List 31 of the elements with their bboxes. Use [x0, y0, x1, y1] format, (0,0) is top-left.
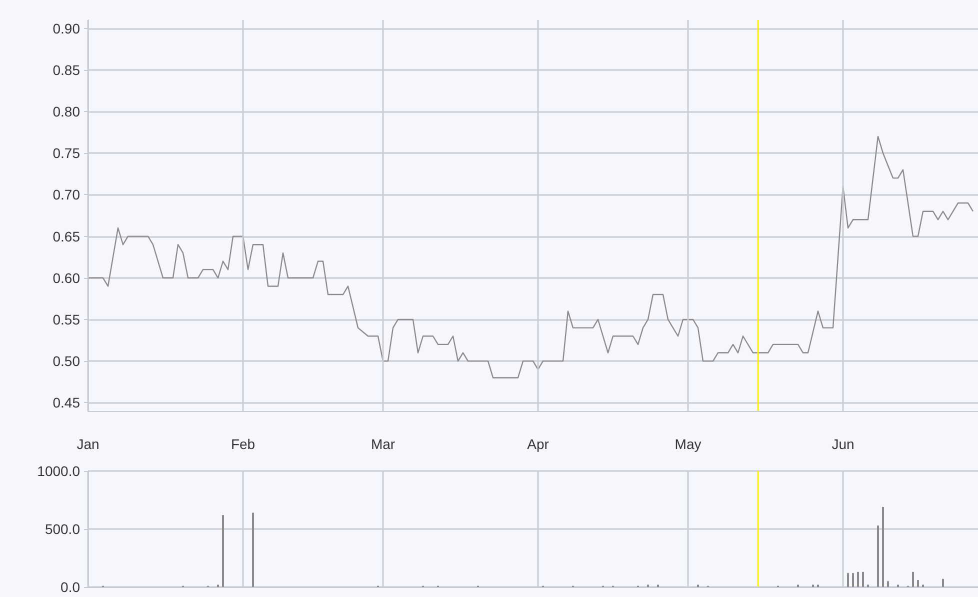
- x-tick-label: Feb: [230, 436, 256, 452]
- y-tick-label: 0.45: [52, 394, 80, 411]
- bar: [862, 572, 864, 587]
- y-tick-label: 0.70: [52, 186, 80, 203]
- bar: [857, 572, 859, 587]
- y-tick-label: 0.50: [52, 353, 80, 370]
- y-tick-label: 500.0: [44, 521, 80, 537]
- y-tick-label: 0.60: [52, 270, 80, 286]
- bar: [942, 578, 944, 587]
- x-tick-label: Jun: [832, 436, 854, 452]
- bar: [887, 581, 889, 587]
- x-tick-label: Jan: [76, 436, 100, 452]
- bar: [847, 573, 849, 587]
- y-tick-label: 0.0: [60, 579, 80, 595]
- bar: [882, 506, 884, 587]
- bar: [252, 512, 254, 587]
- y-tick-label: 0.65: [52, 228, 80, 244]
- y-tick-label: 0.90: [52, 20, 80, 36]
- bar: [912, 572, 914, 587]
- bar: [877, 526, 879, 587]
- x-tick-label: Mar: [370, 436, 396, 452]
- y-tick-label: 1000.0: [37, 463, 80, 479]
- y-tick-label: 0.75: [52, 145, 80, 162]
- y-tick-label: 0.85: [52, 62, 80, 78]
- x-tick-label: Apr: [527, 436, 550, 452]
- bar: [852, 573, 854, 587]
- y-tick-label: 0.55: [52, 311, 80, 328]
- y-tick-label: 0.80: [52, 104, 80, 120]
- bar: [222, 515, 224, 587]
- bar: [917, 580, 919, 587]
- x-tick-label: May: [674, 436, 702, 452]
